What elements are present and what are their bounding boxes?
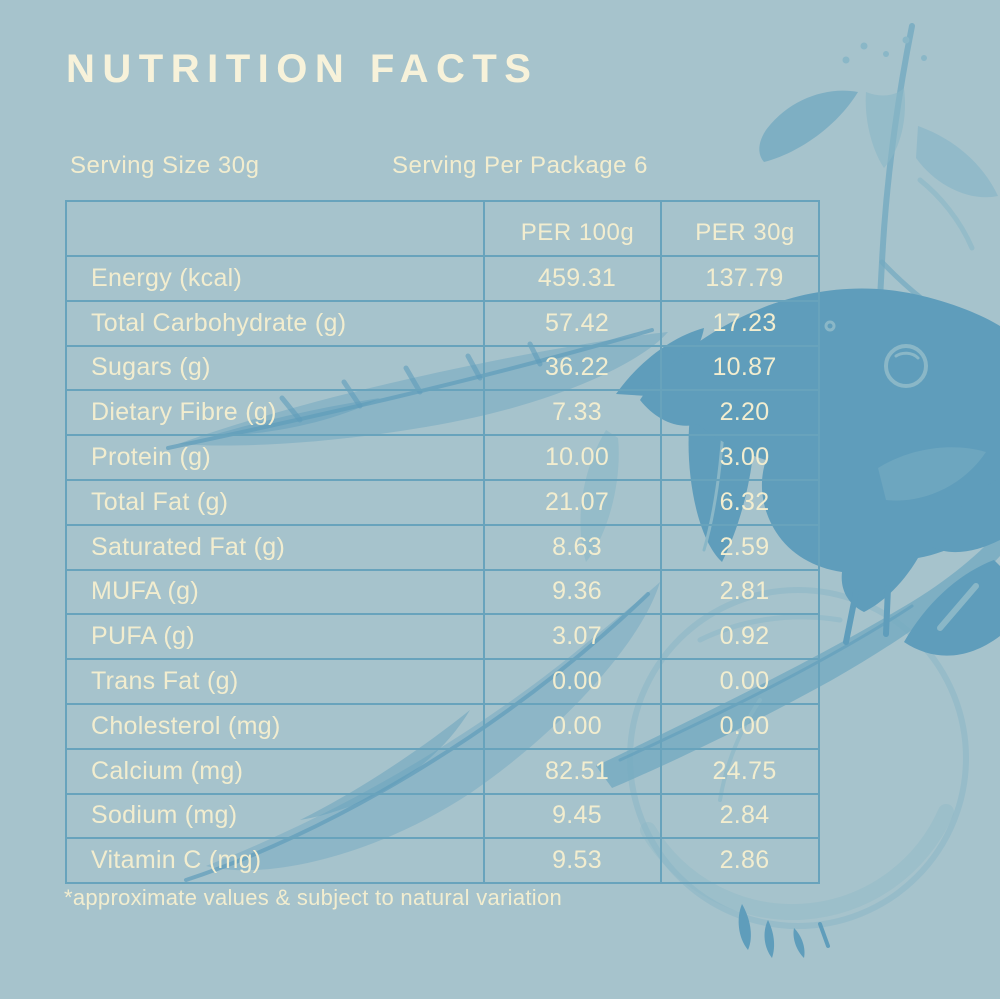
footnote: *approximate values & subject to natural… <box>64 885 563 910</box>
per-100g-value: 3.07 <box>483 613 662 661</box>
table-header-row: PER 100g PER 30g <box>65 200 820 257</box>
nutrient-label: Total Fat (g) <box>65 478 485 526</box>
nutrient-column-header <box>65 200 485 257</box>
per-30g-column-header: PER 30g <box>660 200 820 257</box>
per-30g-value: 2.20 <box>660 389 820 437</box>
nutrient-label: PUFA (g) <box>65 613 485 661</box>
per-100g-value: 10.00 <box>483 434 662 481</box>
per-100g-value: 57.42 <box>483 299 662 347</box>
per-30g-value: 2.81 <box>660 568 820 616</box>
nutrient-label: Protein (g) <box>65 434 485 481</box>
per-30g-value: 0.92 <box>660 613 820 661</box>
nutrient-label: Saturated Fat (g) <box>65 523 485 571</box>
nutrient-label: Dietary Fibre (g) <box>65 389 485 437</box>
nutrient-label: Total Carbohydrate (g) <box>65 299 485 347</box>
table-row: Energy (kcal) 459.31 137.79 <box>65 255 820 302</box>
per-100g-value: 9.45 <box>483 792 662 840</box>
nutrient-label: MUFA (g) <box>65 568 485 616</box>
table-row: Total Fat (g) 21.07 6.32 <box>65 478 820 526</box>
table-row: Saturated Fat (g) 8.63 2.59 <box>65 523 820 571</box>
nutrient-label: Sugars (g) <box>65 344 485 392</box>
per-30g-value: 17.23 <box>660 299 820 347</box>
per-100g-value: 9.53 <box>483 837 662 885</box>
nutrient-label: Trans Fat (g) <box>65 658 485 705</box>
per-30g-value: 0.00 <box>660 702 820 750</box>
per-30g-value: 2.59 <box>660 523 820 571</box>
per-100g-value: 82.51 <box>483 747 662 795</box>
table-row: Vitamin C (mg) 9.53 2.86 <box>65 837 820 885</box>
per-30g-value: 137.79 <box>660 255 820 302</box>
per-100g-value: 36.22 <box>483 344 662 392</box>
per-30g-value: 3.00 <box>660 434 820 481</box>
per-100g-value: 459.31 <box>483 255 662 302</box>
per-100g-value: 8.63 <box>483 523 662 571</box>
per-30g-value: 0.00 <box>660 658 820 705</box>
per-30g-value: 2.86 <box>660 837 820 885</box>
per-100g-column-header: PER 100g <box>483 200 662 257</box>
per-30g-value: 2.84 <box>660 792 820 840</box>
nutrient-label: Sodium (mg) <box>65 792 485 840</box>
table-row: PUFA (g) 3.07 0.92 <box>65 613 820 661</box>
per-100g-value: 7.33 <box>483 389 662 437</box>
bird-wing <box>878 447 986 501</box>
nutrition-table: PER 100g PER 30g Energy (kcal) 459.31 137.… <box>65 200 820 885</box>
seeds <box>738 904 830 958</box>
table-row: Cholesterol (mg) 0.00 0.00 <box>65 702 820 750</box>
per-100g-value: 0.00 <box>483 702 662 750</box>
table-row: Sodium (mg) 9.45 2.84 <box>65 792 820 840</box>
bird-legs <box>843 585 891 645</box>
per-100g-value: 21.07 <box>483 478 662 526</box>
nutrient-label: Energy (kcal) <box>65 255 485 302</box>
table-row: Calcium (mg) 82.51 24.75 <box>65 747 820 795</box>
page-title: NUTRITION FACTS <box>66 47 539 91</box>
per-30g-value: 6.32 <box>660 478 820 526</box>
per-30g-value: 10.87 <box>660 344 820 392</box>
table-row: Trans Fat (g) 0.00 0.00 <box>65 658 820 705</box>
serving-size-label: Serving Size 30g <box>70 152 260 179</box>
per-30g-value: 24.75 <box>660 747 820 795</box>
table-row: MUFA (g) 9.36 2.81 <box>65 568 820 616</box>
table-row: Protein (g) 10.00 3.00 <box>65 434 820 481</box>
table-row: Dietary Fibre (g) 7.33 2.20 <box>65 389 820 437</box>
nutrient-label: Cholesterol (mg) <box>65 702 485 750</box>
nutrient-label: Calcium (mg) <box>65 747 485 795</box>
per-100g-value: 0.00 <box>483 658 662 705</box>
table-row: Sugars (g) 36.22 10.87 <box>65 344 820 392</box>
bird-eye <box>884 344 928 388</box>
leaf-chevrons <box>904 478 1000 656</box>
serving-per-package-label: Serving Per Package 6 <box>392 152 648 179</box>
table-row: Total Carbohydrate (g) 57.42 17.23 <box>65 299 820 347</box>
nutrient-label: Vitamin C (mg) <box>65 837 485 885</box>
per-100g-value: 9.36 <box>483 568 662 616</box>
